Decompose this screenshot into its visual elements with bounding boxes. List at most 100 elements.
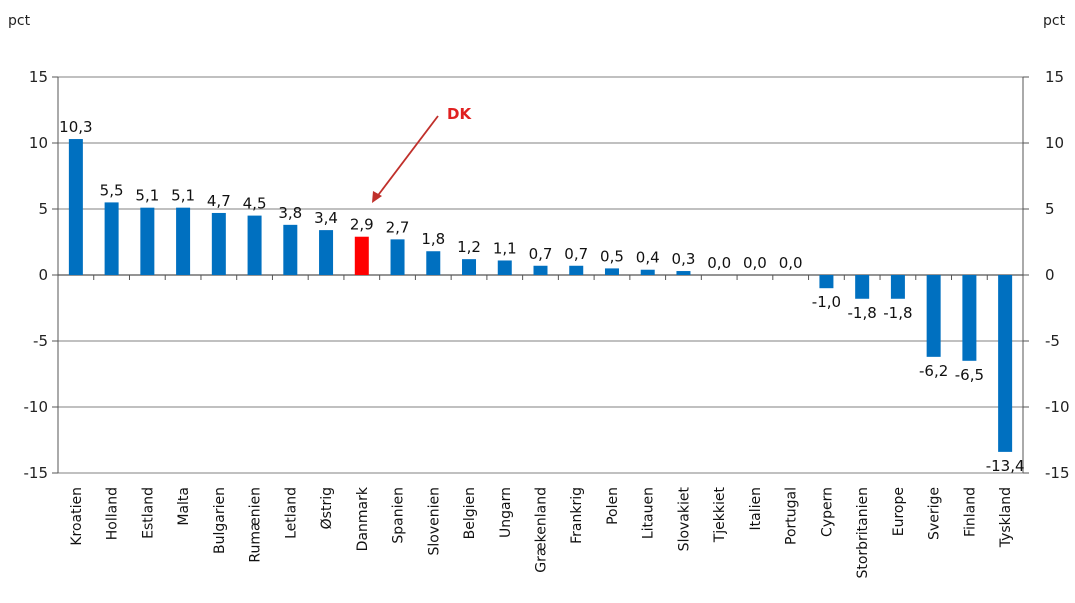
- value-label: -1,8: [848, 304, 877, 322]
- category-label: Slovenien: [426, 487, 442, 556]
- bar-spanien: [390, 239, 405, 275]
- bar-litauen: [640, 269, 655, 275]
- category-label: Frankrig: [569, 487, 585, 544]
- gridlines: [58, 76, 1023, 474]
- category-label: Portugal: [784, 487, 800, 545]
- y-tick-label-right: -10: [1045, 398, 1070, 416]
- y-tick-label-left: 5: [38, 200, 48, 218]
- category-label: Sverige: [927, 487, 943, 540]
- dk-arrow: [375, 115, 439, 199]
- bar-bulgarien: [211, 212, 226, 275]
- dk-arrowhead: [372, 191, 382, 203]
- value-label: 0,3: [672, 250, 696, 268]
- value-label: -6,2: [919, 362, 948, 380]
- bar-slovakiet: [676, 271, 691, 275]
- category-label: Estland: [140, 487, 156, 539]
- category-label: Østrig: [319, 487, 335, 529]
- y-tick-label-left: -10: [24, 398, 49, 416]
- category-label: Tyskland: [998, 487, 1014, 548]
- category-label: Finland: [962, 487, 978, 537]
- value-label: 4,7: [207, 192, 231, 210]
- category-label: Grækenland: [534, 487, 550, 573]
- value-label: 0,4: [636, 249, 660, 267]
- bar-slovenien: [426, 251, 441, 275]
- y-tick-label-left: 0: [38, 266, 48, 284]
- category-label: Ungarn: [498, 487, 514, 538]
- bar-malta: [176, 207, 191, 275]
- value-label: 0,7: [564, 245, 588, 263]
- bar-grækenland: [533, 265, 548, 275]
- value-label: 0,0: [743, 254, 767, 272]
- bar-ungarn: [497, 260, 512, 275]
- bar-storbritanien: [855, 275, 870, 299]
- category-label: Malta: [176, 487, 192, 526]
- left-unit-label: pct: [8, 13, 31, 29]
- value-label: 5,1: [135, 187, 159, 205]
- value-label: 2,9: [350, 216, 374, 234]
- category-label: Kroatien: [69, 487, 85, 546]
- value-label: -1,0: [812, 293, 841, 311]
- value-labels: 10,3 5,5 5,1 5,1 4,7 4,5 3,8 3,4 2,9 2,7 1,8 1,2 1,1…: [59, 118, 1024, 475]
- bar-letland: [283, 224, 298, 275]
- y-tick-label-left: -5: [33, 332, 48, 350]
- category-label: Cypern: [819, 487, 835, 537]
- y-tick-label-left: 10: [29, 134, 48, 152]
- dk-annotation: DK: [372, 105, 472, 203]
- category-label: Rumænien: [248, 487, 264, 563]
- right-unit-label: pct: [1043, 13, 1066, 29]
- value-label: -13,4: [986, 457, 1025, 475]
- y-tick-label-right: 0: [1045, 266, 1055, 284]
- category-label: Litauen: [641, 487, 657, 539]
- y-tick-label-right: 15: [1045, 68, 1064, 86]
- category-label: Europe: [891, 487, 907, 536]
- bar-tyskland: [998, 275, 1013, 452]
- value-label: 0,5: [600, 247, 624, 265]
- bar-østrig: [319, 230, 334, 275]
- value-label: 2,7: [386, 218, 410, 236]
- bar-europe: [890, 275, 905, 299]
- bar-finland: [962, 275, 977, 361]
- value-label: 3,8: [278, 204, 302, 222]
- value-label: 3,4: [314, 209, 338, 227]
- y-tick-label-right: 5: [1045, 200, 1055, 218]
- y-tick-label-left: -15: [24, 464, 49, 482]
- y-tick-label-right: 10: [1045, 134, 1064, 152]
- value-label: 5,5: [100, 181, 124, 199]
- bar-belgien: [462, 259, 477, 275]
- value-label: 0,7: [529, 245, 553, 263]
- bar-estland: [140, 207, 155, 275]
- category-label: Slovakiet: [676, 486, 692, 551]
- bars: [68, 139, 1013, 452]
- category-label: Danmark: [355, 486, 371, 551]
- category-label: Belgien: [462, 487, 478, 539]
- value-label: 0,0: [779, 254, 803, 272]
- bar-rumænien: [247, 215, 262, 275]
- dk-annotation-label: DK: [447, 105, 472, 123]
- value-label: 1,1: [493, 239, 517, 257]
- category-label: Letland: [283, 487, 299, 539]
- category-label: Storbritanien: [855, 487, 871, 579]
- value-label: -6,5: [955, 366, 984, 384]
- value-label: 0,0: [707, 254, 731, 272]
- category-label: Polen: [605, 487, 621, 525]
- category-label: Italien: [748, 487, 764, 530]
- category-labels: Kroatien Holland Estland Malta Bulgarien Rumæ…: [69, 486, 1014, 578]
- bar-sverige: [926, 275, 941, 357]
- category-label: Tjekkiet: [712, 486, 728, 543]
- bar-kroatien: [68, 139, 83, 275]
- category-label: Bulgarien: [212, 487, 228, 554]
- value-label: 10,3: [59, 118, 92, 136]
- value-label: 1,8: [421, 230, 445, 248]
- category-label: Spanien: [391, 487, 407, 544]
- bar-holland: [104, 202, 119, 275]
- y-tick-label-right: -15: [1045, 464, 1070, 482]
- value-label: 4,5: [243, 195, 267, 213]
- bar-danmark: [354, 236, 369, 275]
- value-label: 5,1: [171, 187, 195, 205]
- value-label: 1,2: [457, 238, 481, 256]
- value-label: -1,8: [883, 304, 912, 322]
- category-label: Holland: [105, 487, 121, 540]
- y-tick-label-right: -5: [1045, 332, 1060, 350]
- y-tick-label-left: 15: [29, 68, 48, 86]
